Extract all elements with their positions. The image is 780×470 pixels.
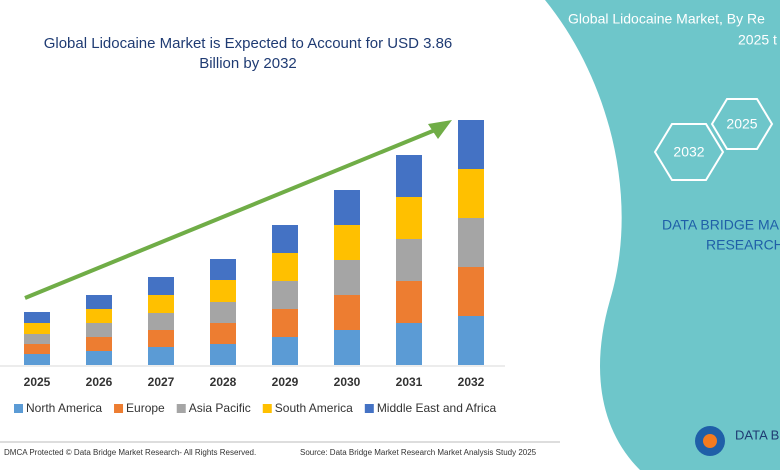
hexagon-label: 2032: [673, 144, 704, 160]
legend-swatch: [176, 404, 186, 413]
legend-swatch: [14, 404, 23, 413]
x-tick-label: 2029: [272, 375, 299, 389]
bar-segment: [458, 218, 484, 267]
bar-segment: [272, 253, 298, 281]
bar-segment: [458, 169, 484, 218]
panel-subtitle: 2025 t: [738, 32, 777, 48]
bar-segment: [458, 316, 484, 365]
arrow-head: [428, 120, 452, 139]
bar-segment: [272, 337, 298, 365]
bar-segment: [458, 120, 484, 169]
panel-brand: RESEARCH: [706, 237, 780, 253]
side-panel: [545, 0, 780, 470]
x-tick-label: 2030: [334, 375, 361, 389]
bar-segment: [86, 337, 112, 351]
bar-segment: [396, 323, 422, 365]
x-tick-label: 2028: [210, 375, 237, 389]
bar-segment: [272, 281, 298, 309]
bar-segment: [148, 330, 174, 347]
panel-title: Global Lidocaine Market, By Re: [568, 11, 765, 27]
bar-segment: [24, 312, 50, 323]
bar-segment: [210, 280, 236, 302]
bar-segment: [458, 267, 484, 316]
x-tick-label: 2027: [148, 375, 175, 389]
panel-brand: DATA BRIDGE MA: [662, 217, 780, 233]
bar-segment: [24, 334, 50, 344]
bar-segment: [334, 295, 360, 330]
legend-label: Middle East and Africa: [377, 401, 497, 415]
bar-segment: [24, 344, 50, 354]
bar-segment: [210, 302, 236, 323]
bar-segment: [86, 323, 112, 337]
bar-segment: [148, 295, 174, 313]
bar-segment: [334, 225, 360, 260]
chart-title: Global Lidocaine Market is Expected to A…: [44, 35, 453, 52]
bar-segment: [272, 225, 298, 253]
legend-label: South America: [275, 401, 353, 415]
bar-segment: [24, 354, 50, 365]
bar-segment: [148, 277, 174, 295]
logo-icon: [703, 434, 717, 448]
bar-segment: [334, 190, 360, 225]
x-tick-label: 2025: [24, 375, 51, 389]
bar-segment: [86, 351, 112, 365]
hexagon-label: 2025: [726, 116, 757, 132]
legend-label: Europe: [126, 401, 165, 415]
legend-label: North America: [26, 401, 102, 415]
x-tick-label: 2031: [396, 375, 423, 389]
hexagon: [653, 123, 725, 181]
hexagon: [710, 98, 774, 150]
legend-label: Asia Pacific: [189, 401, 251, 415]
bar-segment: [24, 323, 50, 334]
x-tick-label: 2026: [86, 375, 113, 389]
bar-segment: [396, 197, 422, 239]
x-tick-label: 2032: [458, 375, 485, 389]
source: Source: Data Bridge Market Research Mark…: [300, 448, 537, 457]
legend-swatch: [114, 404, 124, 413]
bar-segment: [396, 281, 422, 323]
bar-segment: [210, 344, 236, 365]
bar-segment: [148, 347, 174, 365]
logo-text: DATA B: [735, 427, 779, 442]
chart-subtitle: Billion by 2032: [199, 55, 297, 72]
bar-segment: [334, 260, 360, 295]
bar-segment: [86, 295, 112, 309]
legend-swatch: [262, 404, 272, 413]
bar-segment: [334, 330, 360, 365]
legend-swatch: [364, 404, 374, 413]
trend-arrow: [24, 126, 441, 300]
bar-segment: [148, 313, 174, 330]
bar-segment: [396, 155, 422, 197]
bar-segment: [396, 239, 422, 281]
copyright: DMCA Protected © Data Bridge Market Rese…: [4, 448, 256, 457]
bar-segment: [210, 323, 236, 344]
bar-segment: [210, 259, 236, 280]
bar-segment: [86, 309, 112, 323]
bar-segment: [272, 309, 298, 337]
